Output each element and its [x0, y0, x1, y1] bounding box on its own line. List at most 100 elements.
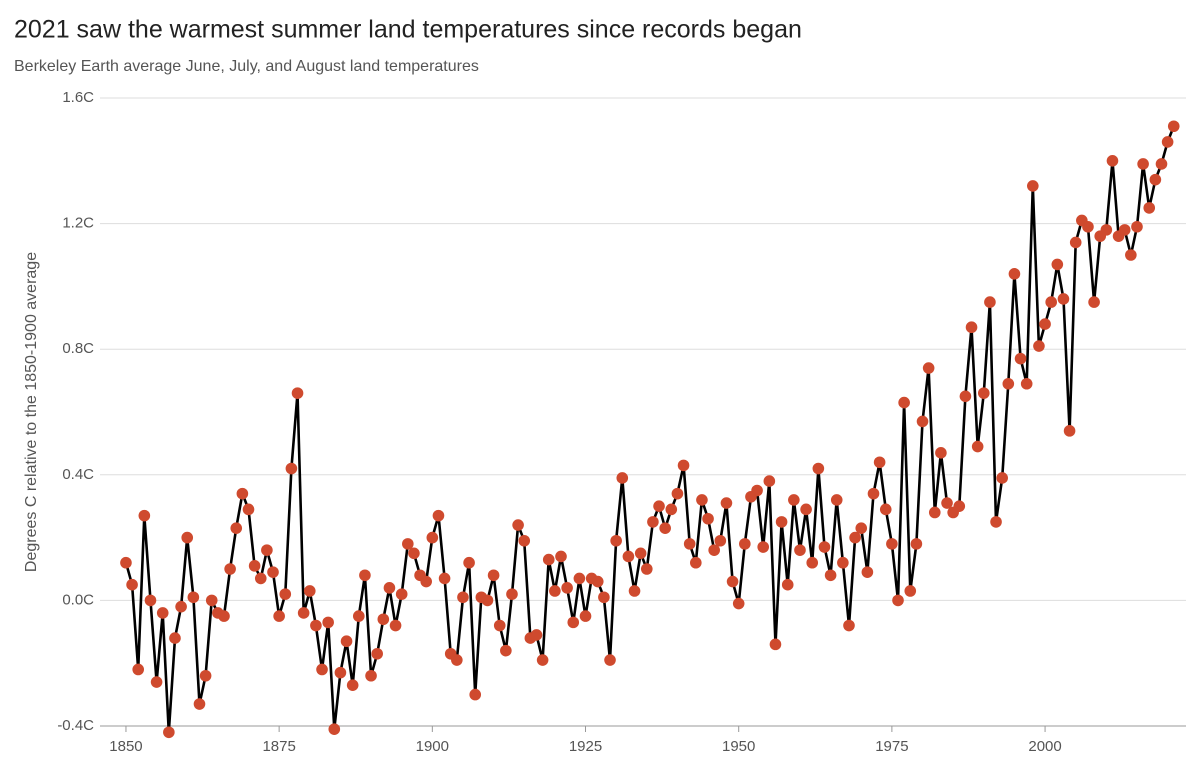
y-axis-label: Degrees C relative to the 1850-1900 aver…	[23, 252, 40, 572]
point	[163, 726, 175, 739]
point	[610, 534, 622, 547]
point	[775, 516, 788, 528]
point	[604, 654, 616, 666]
point	[297, 607, 310, 619]
point	[561, 582, 573, 594]
point	[1149, 173, 1162, 186]
point	[555, 550, 567, 563]
point	[1082, 220, 1094, 233]
point	[549, 585, 561, 597]
point	[1155, 158, 1168, 170]
point	[953, 500, 966, 512]
point	[426, 531, 439, 544]
point	[469, 688, 482, 701]
point	[702, 512, 714, 525]
point	[781, 578, 794, 591]
chart-title: 2021 saw the warmest summer land tempera…	[14, 16, 802, 44]
x-tick-label: 1975	[875, 738, 908, 755]
point	[984, 296, 996, 308]
point	[395, 588, 408, 600]
point	[138, 509, 151, 522]
point	[1014, 352, 1027, 365]
point	[622, 550, 635, 563]
point	[1008, 268, 1021, 280]
point	[928, 506, 941, 519]
point	[408, 547, 420, 560]
point	[965, 321, 978, 334]
point	[1057, 293, 1070, 305]
point	[720, 497, 733, 509]
point	[634, 547, 647, 560]
point	[1002, 377, 1015, 390]
y-tick-label: 1.2C	[62, 215, 94, 232]
point	[732, 597, 745, 610]
point	[261, 544, 273, 556]
point	[941, 497, 953, 509]
point	[653, 500, 665, 512]
point	[389, 619, 402, 632]
point	[739, 538, 751, 550]
point	[150, 676, 163, 688]
point	[671, 487, 684, 500]
point	[236, 487, 249, 500]
point	[794, 544, 806, 556]
point	[837, 556, 849, 569]
point	[806, 556, 819, 569]
point	[316, 663, 328, 676]
point	[291, 387, 304, 399]
point	[1143, 202, 1156, 214]
point	[665, 503, 678, 516]
point	[500, 644, 512, 657]
point	[812, 462, 825, 475]
point	[156, 607, 169, 619]
point	[640, 563, 653, 575]
point	[573, 572, 586, 585]
point	[567, 616, 580, 629]
point	[279, 588, 292, 600]
y-tick-label: -0.4C	[57, 717, 94, 734]
point	[254, 572, 267, 585]
point	[696, 494, 708, 506]
point	[205, 594, 218, 607]
point	[126, 578, 138, 591]
point	[708, 544, 720, 556]
point	[683, 538, 696, 550]
point	[800, 503, 812, 516]
point	[1100, 224, 1113, 236]
point	[935, 447, 947, 459]
point	[267, 566, 279, 578]
x-tick-label: 1950	[722, 738, 755, 755]
x-tick-label: 1925	[569, 738, 602, 755]
point	[463, 556, 475, 569]
point	[493, 619, 506, 632]
point	[892, 594, 904, 607]
point	[886, 538, 898, 550]
point	[628, 585, 641, 597]
point	[879, 503, 892, 516]
point	[359, 569, 371, 582]
point	[910, 538, 923, 550]
point	[598, 591, 610, 604]
point	[1045, 296, 1057, 308]
point	[996, 472, 1008, 484]
point	[334, 666, 347, 679]
chart-subtitle: Berkeley Earth average June, July, and A…	[14, 58, 479, 75]
point	[242, 503, 255, 516]
point	[1131, 220, 1143, 233]
y-tick-label: 0.4C	[62, 466, 94, 483]
point	[420, 575, 432, 588]
point	[898, 396, 910, 409]
point	[1137, 158, 1149, 170]
point	[1069, 236, 1082, 249]
point	[1039, 318, 1051, 330]
point	[1088, 296, 1100, 308]
point	[1106, 155, 1119, 167]
point	[346, 679, 359, 691]
y-tick-label: 0.8C	[62, 340, 94, 357]
point	[340, 635, 353, 648]
x-tick-label: 1900	[416, 738, 449, 755]
point	[579, 610, 592, 622]
point	[1118, 224, 1131, 236]
